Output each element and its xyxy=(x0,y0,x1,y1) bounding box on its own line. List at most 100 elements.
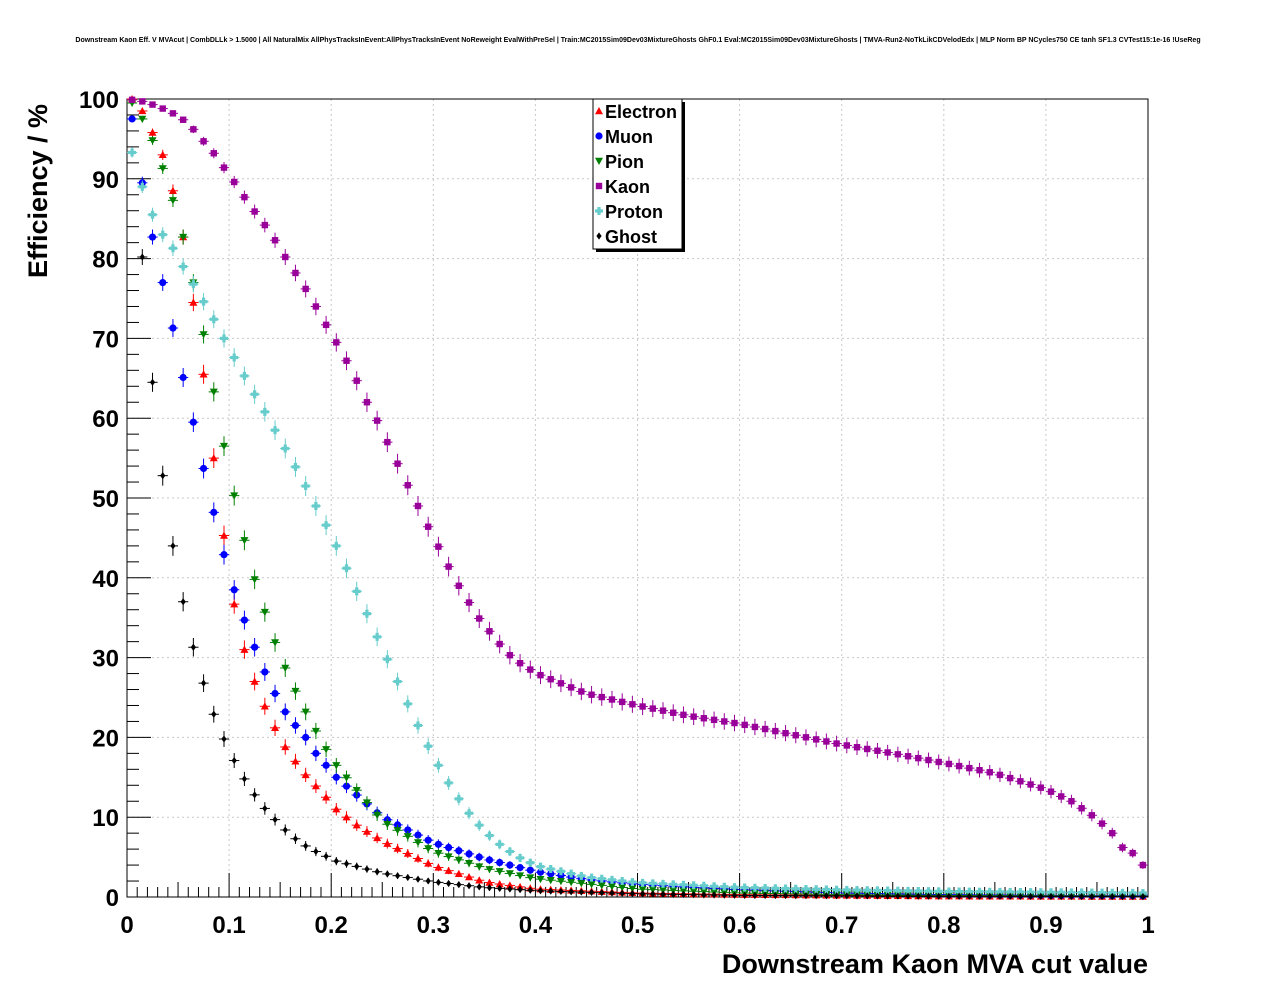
proton-marker xyxy=(342,564,351,573)
ghost-point xyxy=(555,887,567,896)
kaon-marker xyxy=(414,502,422,510)
muon-marker xyxy=(465,850,473,858)
x-tick-label: 0.1 xyxy=(212,912,245,939)
proton-point xyxy=(259,402,270,422)
ghost-marker xyxy=(619,889,625,897)
proton-marker xyxy=(179,262,188,271)
proton-point xyxy=(872,886,883,895)
y-tick-label: 60 xyxy=(92,406,119,433)
proton-point xyxy=(290,456,301,477)
pion-point xyxy=(494,867,505,876)
electron-marker xyxy=(383,839,392,847)
ghost-marker xyxy=(752,891,758,900)
muon-marker xyxy=(220,551,228,559)
ghost-point xyxy=(668,890,679,898)
y-tick-label: 90 xyxy=(92,167,119,194)
ghost-marker xyxy=(568,888,574,896)
proton-marker xyxy=(1077,888,1086,897)
electron-point xyxy=(218,525,230,546)
electron-marker xyxy=(260,702,269,710)
electron-marker xyxy=(444,866,453,874)
ghost-point xyxy=(188,637,199,657)
muon-point xyxy=(300,729,311,746)
pion-marker xyxy=(240,537,249,545)
kaon-point xyxy=(1066,794,1077,808)
ghost-point xyxy=(688,891,699,899)
ghost-marker xyxy=(680,890,687,899)
proton-marker xyxy=(607,875,616,884)
pion-point xyxy=(392,824,403,836)
ghost-point xyxy=(229,753,240,769)
muon-marker xyxy=(424,836,432,844)
muon-point xyxy=(218,544,230,565)
y-tick-label: 10 xyxy=(92,805,119,832)
kaon-point xyxy=(300,280,311,298)
kaon-marker xyxy=(149,101,156,108)
ghost-point xyxy=(525,886,536,894)
pion-marker xyxy=(648,886,657,894)
electron-marker xyxy=(281,742,290,751)
ghost-point xyxy=(678,890,689,899)
ghost-point xyxy=(545,887,556,895)
kaon-point xyxy=(1127,848,1138,858)
pion-point xyxy=(147,136,158,145)
proton-point xyxy=(320,515,332,536)
ghost-point xyxy=(851,892,863,900)
proton-marker xyxy=(383,655,392,664)
ghost-marker xyxy=(966,892,972,900)
ghost-point xyxy=(341,859,352,868)
pion-marker xyxy=(526,874,535,882)
ghost-marker xyxy=(1119,892,1126,901)
electron-marker xyxy=(495,879,504,888)
kaon-point xyxy=(402,475,413,496)
muon-marker xyxy=(404,826,412,834)
proton-point xyxy=(719,882,730,891)
ghost-marker xyxy=(640,890,646,898)
kaon-marker xyxy=(557,680,565,687)
ghost-point xyxy=(504,885,515,893)
pion-marker xyxy=(168,197,177,205)
proton-marker xyxy=(373,632,382,641)
proton-marker xyxy=(465,809,474,818)
ghost-point xyxy=(1127,892,1138,901)
proton-marker xyxy=(771,884,780,893)
proton-marker xyxy=(914,887,923,896)
proton-marker xyxy=(393,677,402,686)
pion-marker xyxy=(495,868,504,876)
ghost-point xyxy=(637,890,648,898)
kaon-marker xyxy=(128,96,136,103)
ghost-marker xyxy=(1058,892,1064,901)
ghost-marker xyxy=(1007,892,1013,900)
kaon-marker xyxy=(373,417,381,424)
electron-point xyxy=(137,106,148,115)
pion-marker xyxy=(342,774,351,782)
ghost-marker xyxy=(946,892,952,900)
muon-point xyxy=(504,861,515,869)
proton-marker xyxy=(1067,888,1076,897)
pion-point xyxy=(535,875,546,884)
x-tick-label: 0 xyxy=(120,912,133,939)
kaon-marker xyxy=(1006,774,1014,782)
muon-marker xyxy=(271,689,279,698)
ghost-point xyxy=(841,892,852,900)
muon-marker xyxy=(210,508,218,516)
pion-point xyxy=(596,882,607,890)
electron-point xyxy=(157,149,168,160)
pion-point xyxy=(453,855,464,865)
proton-marker xyxy=(853,886,862,895)
pion-point xyxy=(443,852,454,861)
ghost-marker xyxy=(374,868,380,876)
pion-point xyxy=(586,881,597,889)
proton-marker xyxy=(567,869,576,878)
ghost-point xyxy=(474,883,485,891)
proton-marker xyxy=(679,880,688,889)
muon-point xyxy=(535,868,546,876)
proton-marker xyxy=(128,148,137,157)
electron-marker xyxy=(240,645,249,653)
ghost-marker xyxy=(200,679,207,687)
pion-marker xyxy=(291,687,300,696)
electron-point xyxy=(147,128,158,137)
ghost-marker xyxy=(394,872,401,880)
electron-marker xyxy=(148,128,157,136)
y-axis-label: Efficiency / % xyxy=(23,104,53,278)
